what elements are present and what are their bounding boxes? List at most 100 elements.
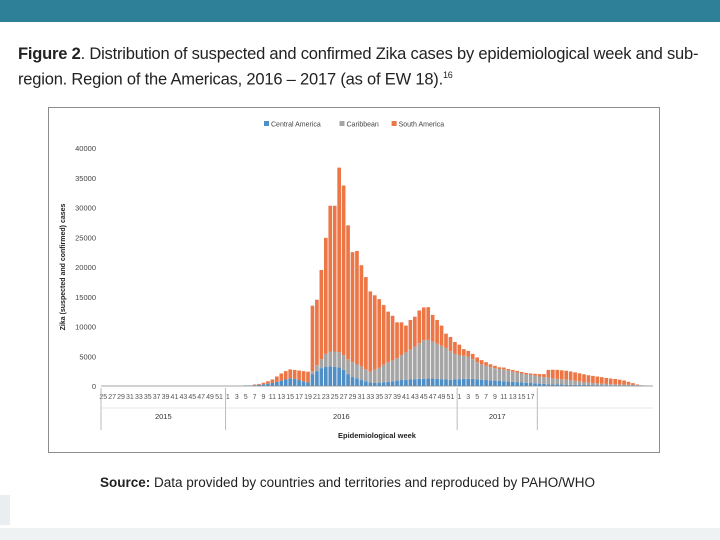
x-tick-label: 11 (500, 394, 507, 401)
bar-south-america (608, 378, 613, 385)
bar-caribbean (381, 364, 386, 383)
bar-central-america (435, 378, 439, 386)
bar-caribbean (484, 365, 488, 381)
bar-central-america (448, 379, 453, 386)
bar-central-america (346, 374, 350, 386)
bar-south-america (586, 375, 591, 383)
bar-central-america (497, 380, 502, 386)
bar-south-america (635, 384, 640, 386)
bar-south-america (310, 305, 315, 372)
bar-caribbean (461, 355, 466, 379)
bar-central-america (395, 380, 399, 386)
source-line: Source: Data provided by countries and t… (100, 475, 700, 490)
bar-caribbean (368, 371, 373, 383)
chart-frame: 0 5000 10000 15000 20000 25000 30000 35000 40000… (48, 107, 660, 453)
bar-south-america (457, 344, 462, 356)
bar-central-america (439, 379, 444, 386)
bar-south-america (475, 357, 479, 363)
bar-south-america (613, 378, 617, 385)
bar-caribbean (341, 355, 346, 370)
bar-south-america (502, 367, 506, 370)
bar-south-america (555, 369, 560, 379)
bar-south-america (323, 237, 328, 354)
bar-south-america (252, 384, 257, 386)
bar-caribbean (608, 384, 613, 386)
bar-south-america (381, 305, 386, 365)
y-tick-label: 15000 (75, 293, 96, 302)
y-tick-label: 40000 (75, 144, 96, 153)
bar-central-america (288, 378, 293, 386)
x-tick-label: 47 (429, 394, 437, 401)
bar-caribbean (404, 352, 408, 380)
bar-central-america (292, 378, 297, 386)
y-tick-label: 20000 (75, 263, 96, 272)
bar-caribbean (364, 369, 368, 382)
bar-south-america (497, 367, 502, 370)
bar-south-america (631, 383, 635, 385)
caption-text: . Distribution of suspected and confirme… (18, 45, 699, 89)
bar-caribbean (604, 383, 609, 386)
bar-central-america (364, 381, 368, 386)
bar-central-america (372, 382, 377, 386)
bar-south-america (364, 277, 368, 370)
y-tick-label: 0 (92, 382, 96, 391)
bar-south-america (261, 382, 266, 385)
legend-swatch-south-america (391, 121, 397, 126)
bar-caribbean (332, 351, 337, 367)
x-tick-label: 49 (206, 394, 214, 401)
zika-stacked-bar-chart: 0 5000 10000 15000 20000 25000 30000 35000 40000… (60, 121, 653, 440)
bar-central-america (408, 379, 413, 386)
bar-central-america (546, 384, 551, 386)
bar-south-america (421, 307, 426, 341)
bar-central-america (555, 384, 560, 386)
bar-central-america (484, 380, 488, 386)
bar-south-america (528, 373, 533, 375)
corner-decoration (0, 495, 10, 525)
bar-central-america (573, 384, 577, 386)
bar-caribbean (315, 365, 319, 372)
bar-central-america (315, 371, 319, 387)
bar-caribbean (350, 362, 355, 378)
bar-caribbean (591, 383, 595, 386)
x-tick-label: 45 (188, 394, 196, 401)
bar-south-america (332, 205, 337, 352)
bar-caribbean (506, 370, 511, 382)
x-tick-label: 41 (402, 394, 410, 401)
bar-central-america (568, 384, 573, 386)
x-axis-title: Epidemiological week (338, 431, 417, 440)
bar-central-america (533, 383, 537, 386)
bar-caribbean (328, 351, 333, 367)
bar-south-america (315, 299, 319, 366)
bar-caribbean (599, 383, 604, 386)
bar-south-america (377, 299, 382, 368)
bar-caribbean (390, 360, 395, 382)
bar-caribbean (413, 346, 417, 380)
bar-south-america (372, 295, 377, 370)
x-tick-label: 33 (366, 394, 374, 401)
bar-caribbean (395, 358, 399, 381)
bar-caribbean (488, 367, 493, 381)
x-tick-label: 41 (171, 394, 179, 401)
bar-south-america (453, 341, 457, 354)
year-label: 2015 (155, 412, 172, 421)
bar-central-america (591, 385, 595, 386)
bar-central-america (426, 378, 431, 386)
bar-south-america (582, 374, 586, 383)
bar-central-america (386, 381, 390, 386)
x-tick-label: 9 (493, 394, 497, 401)
bar-south-america (444, 333, 448, 348)
x-tick-label: 7 (253, 394, 257, 401)
bar-south-america (466, 350, 471, 357)
bar-central-america (559, 384, 564, 386)
x-tick-label: 31 (126, 394, 134, 401)
bar-caribbean (502, 369, 506, 382)
bar-central-america (252, 385, 257, 386)
x-tick-label: 21 (313, 394, 321, 401)
bar-south-america (430, 314, 435, 342)
bar-south-america (568, 371, 573, 381)
bar-central-america (493, 380, 497, 386)
bar-central-america (377, 383, 382, 386)
bar-south-america (404, 325, 408, 353)
bar-central-america (261, 384, 266, 386)
bar-caribbean (430, 341, 435, 379)
